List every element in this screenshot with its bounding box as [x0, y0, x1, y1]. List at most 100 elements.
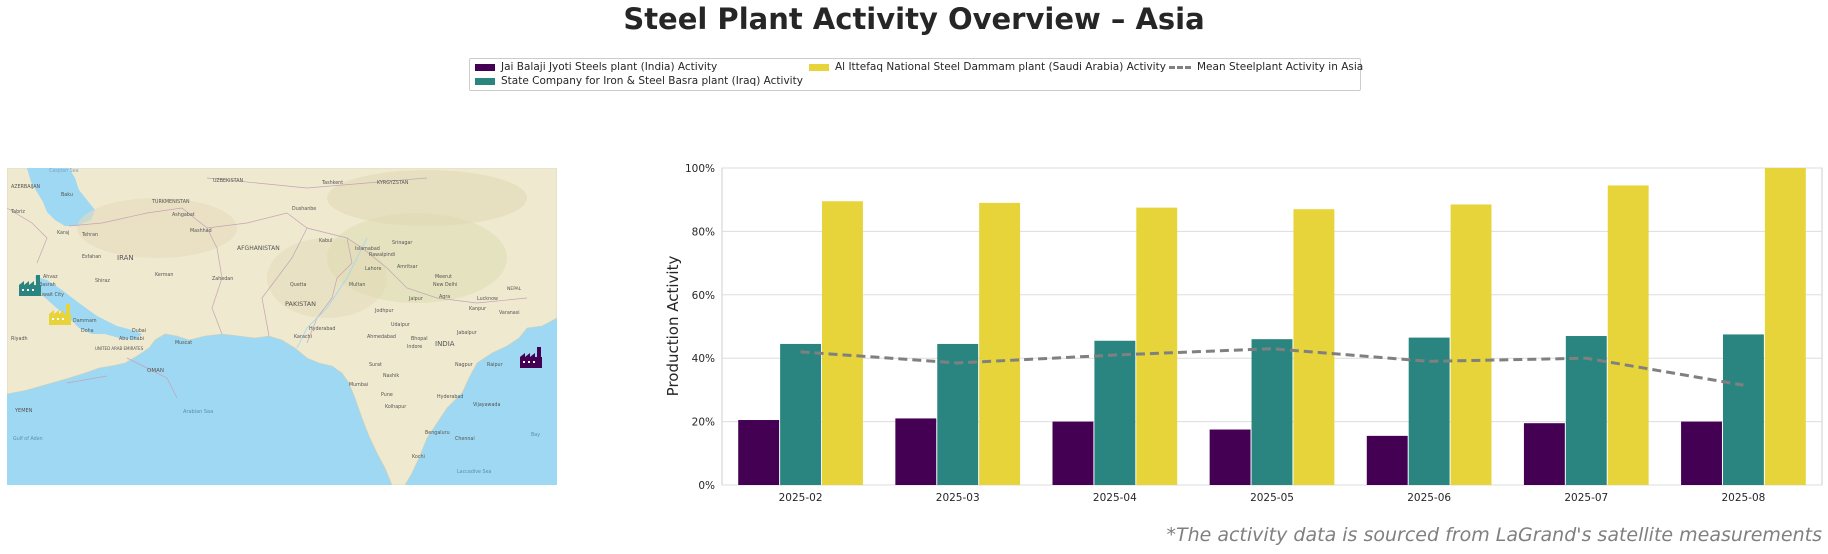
map-label-jodhpur: Jodhpur: [374, 308, 394, 314]
map-label-jabalpur: Jabalpur: [456, 330, 477, 336]
map-label-kolhapur: Kolhapur: [385, 404, 406, 410]
bar: [1366, 435, 1408, 485]
legend-swatch-mean: [1169, 65, 1191, 69]
factory-icon-saudi: [49, 304, 71, 325]
plot-area: [721, 167, 1823, 486]
map-label-nagpur: Nagpur: [455, 362, 473, 368]
y-tick-label: 0%: [698, 480, 715, 492]
map-label-india: INDIA: [435, 340, 455, 348]
map-label-tashkent: Tashkent: [321, 180, 343, 186]
map-label-multan: Multan: [349, 282, 365, 288]
map-label-lahore: Lahore: [365, 266, 381, 272]
map-label-nepal: NEPAL: [507, 286, 522, 292]
map-label-uzbekistan: UZBEKISTAN: [213, 178, 243, 184]
map-label-dushanbe: Dushanbe: [292, 206, 316, 212]
bar: [1136, 207, 1178, 485]
map-label-jaipur: Jaipur: [408, 296, 423, 302]
chart-legend: Jai Balaji Jyoti Steels plant (India) Ac…: [469, 58, 1364, 91]
y-tick-label: 100%: [685, 163, 715, 175]
map-label-karachi: Karachi: [294, 334, 312, 340]
y-axis-label: Production Activity: [664, 256, 682, 397]
bar: [1681, 421, 1722, 485]
legend-item-iraq: State Company for Iron & Steel Basra pla…: [475, 75, 803, 87]
bar: [1764, 168, 1806, 485]
caspian-sea: [27, 168, 95, 226]
x-tick-label: 2025-06: [1407, 492, 1451, 504]
map-label-kuwait: Kuwait City: [37, 292, 64, 298]
bar: [1607, 185, 1649, 485]
map-label-bengaluru: Bengaluru: [425, 430, 450, 436]
bar: [780, 343, 822, 485]
map-label-abudhabi: Abu Dhabi: [119, 336, 144, 342]
map-label-bhopal: Bhopal: [411, 336, 428, 342]
region-map: Caspian Sea AZERBAIJAN Baku Tabriz TURKM…: [7, 168, 557, 485]
map-label-uae: UNITED ARAB EMIRATES: [95, 346, 144, 351]
x-tick-label: 2025-05: [1250, 492, 1294, 504]
map-label-karaj: Karaj: [57, 230, 69, 236]
map-label-nashik: Nashik: [383, 373, 399, 379]
x-tick-label: 2025-07: [1564, 492, 1608, 504]
x-tick-label: 2025-03: [936, 492, 980, 504]
bar: [822, 201, 863, 485]
map-label-pakistan: PAKISTAN: [285, 300, 316, 308]
map-label-surat: Surat: [369, 362, 382, 368]
persian-gulf: [35, 276, 142, 340]
bar: [895, 418, 937, 485]
legend-item-saudi: Al Ittefaq National Steel Dammam plant (…: [809, 61, 1166, 73]
map-label-pune: Pune: [381, 392, 393, 398]
bar: [1408, 337, 1450, 485]
factory-icon-india: [520, 347, 542, 368]
map-label-hyderabad-pk: Hyderabad: [309, 326, 335, 332]
y-tick-label: 20%: [692, 417, 715, 429]
legend-label-mean: Mean Steelplant Activity in Asia: [1197, 61, 1364, 73]
map-label-kabul: Kabul: [319, 238, 332, 244]
chart-bars: [738, 168, 1806, 485]
map-label-indore: Indore: [407, 344, 422, 350]
map-label-turkmenistan: TURKMENISTAN: [151, 199, 190, 205]
legend-label-saudi: Al Ittefaq National Steel Dammam plant (…: [835, 61, 1166, 73]
himalaya-relief: [327, 213, 507, 303]
y-tick-label: 80%: [692, 226, 715, 238]
bar: [937, 343, 979, 485]
border-lines: [7, 177, 528, 399]
central-asia-relief: [327, 170, 527, 226]
y-tick-label: 60%: [692, 290, 715, 302]
map-label-tabriz: Tabriz: [10, 209, 25, 215]
map-label-quetta: Quetta: [290, 282, 307, 288]
map-label-oman: OMAN: [147, 368, 164, 374]
map-label-yemen: YEMEN: [14, 408, 33, 414]
bar: [1293, 209, 1335, 485]
map-label-newdelhi: New Delhi: [433, 282, 457, 288]
x-tick-label: 2025-04: [1093, 492, 1137, 504]
map-label-hyderabad-in: Hyderabad: [437, 394, 463, 400]
map-label-baku: Baku: [61, 192, 73, 198]
x-tick-label: 2025-02: [779, 492, 823, 504]
bar: [1450, 204, 1492, 485]
bar: [1565, 336, 1607, 485]
map-label-ahvaz: Ahvaz: [43, 274, 58, 280]
map-label-doha: Doha: [81, 328, 94, 334]
chart-grid: [721, 167, 1823, 486]
map-label-isfahan: Esfahan: [82, 254, 101, 260]
source-note: *The activity data is sourced from LaGra…: [1166, 524, 1822, 546]
bar: [1094, 340, 1136, 485]
bar: [1052, 421, 1094, 485]
factory-icon-iraq: [19, 275, 41, 296]
map-label-tehran: Tehran: [81, 232, 98, 238]
bar: [1523, 423, 1565, 485]
legend-label-iraq: State Company for Iron & Steel Basra pla…: [501, 75, 803, 87]
map-label-arabian-sea: Arabian Sea: [183, 409, 213, 415]
bar: [738, 420, 780, 485]
mean-line: [800, 347, 1744, 387]
map-label-amritsar: Amritsar: [397, 264, 418, 270]
map-label-dammam: Dammam: [73, 318, 97, 324]
map-label-dubai: Dubai: [132, 328, 146, 334]
bar: [1722, 334, 1764, 485]
map-label-mashhad: Mashhad: [190, 228, 212, 234]
map-label-kyrgyzstan: KYRGYZSTAN: [377, 180, 409, 186]
map-label-varanasi: Varanasi: [499, 310, 520, 316]
map-label-riyadh: Riyadh: [11, 336, 28, 342]
legend-item-india: Jai Balaji Jyoti Steels plant (India) Ac…: [475, 61, 717, 73]
x-tick-label: 2025-08: [1721, 492, 1765, 504]
map-label-kochi: Kochi: [412, 454, 425, 460]
